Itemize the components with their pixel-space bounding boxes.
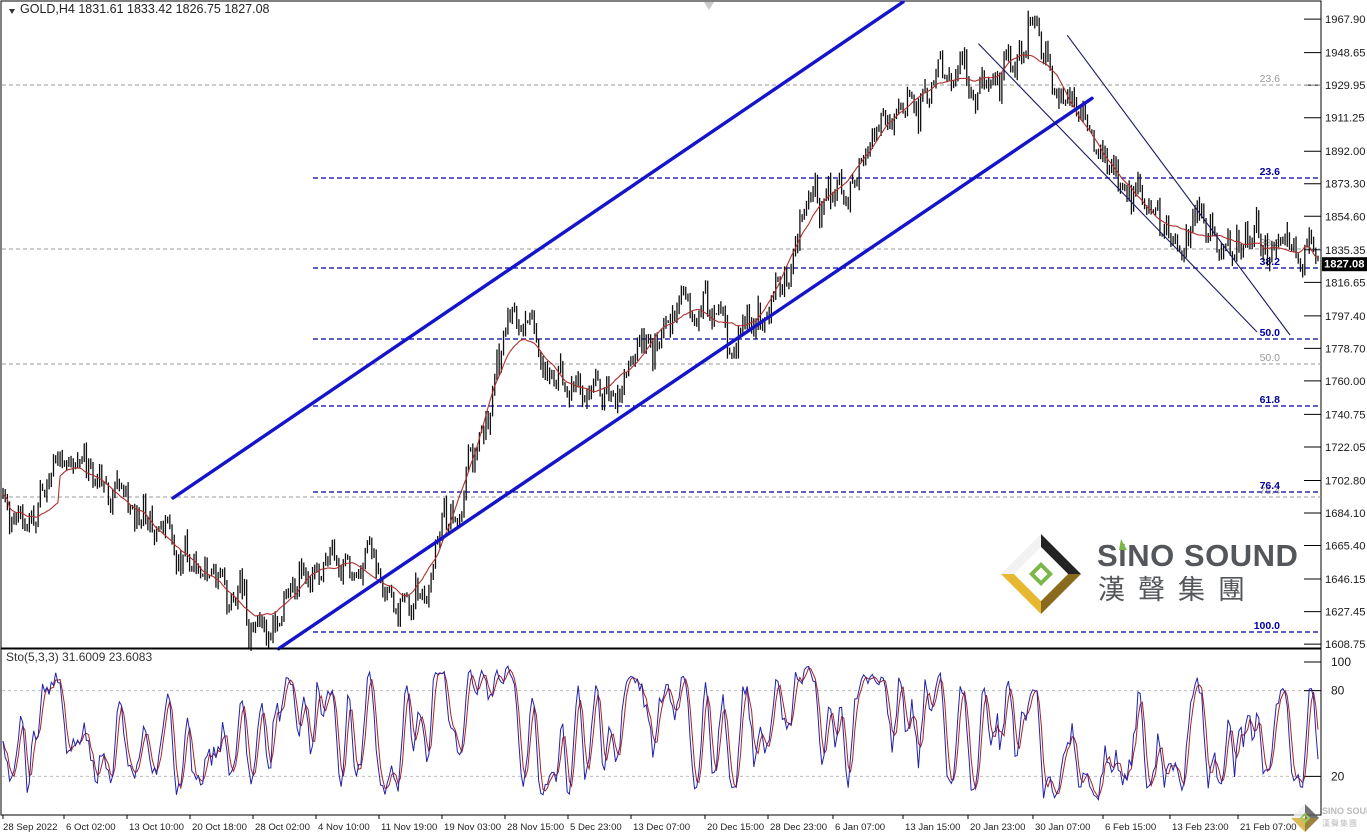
svg-text:80: 80: [1331, 684, 1345, 698]
svg-text:SINO SOUND: SINO SOUND: [1322, 806, 1367, 816]
svg-text:13 Oct 10:00: 13 Oct 10:00: [129, 822, 184, 833]
svg-text:1702.80: 1702.80: [1325, 475, 1365, 487]
svg-text:61.8: 61.8: [1260, 394, 1281, 406]
svg-text:1854.60: 1854.60: [1325, 211, 1365, 223]
svg-text:1835.35: 1835.35: [1325, 245, 1365, 257]
svg-text:13 Dec 07:00: 13 Dec 07:00: [633, 822, 690, 833]
svg-text:23.6: 23.6: [1260, 73, 1281, 85]
svg-text:20 Jan 23:00: 20 Jan 23:00: [970, 822, 1025, 833]
svg-text:30 Jan 07:00: 30 Jan 07:00: [1035, 822, 1090, 833]
svg-text:1646.15: 1646.15: [1325, 574, 1365, 586]
svg-text:1911.25: 1911.25: [1325, 113, 1365, 125]
svg-text:50.0: 50.0: [1260, 352, 1281, 364]
svg-text:6 Feb 15:00: 6 Feb 15:00: [1105, 822, 1156, 833]
svg-text:1665.40: 1665.40: [1325, 541, 1365, 553]
svg-text:5 Dec 23:00: 5 Dec 23:00: [570, 822, 622, 833]
svg-text:4 Nov 10:00: 4 Nov 10:00: [318, 822, 370, 833]
svg-text:1892.00: 1892.00: [1325, 146, 1365, 158]
svg-text:1948.65: 1948.65: [1325, 48, 1365, 60]
svg-text:76.4: 76.4: [1260, 480, 1281, 492]
svg-text:28 Sep 2022: 28 Sep 2022: [3, 822, 57, 833]
svg-text:SiNO SOUND: SiNO SOUND: [1097, 538, 1298, 573]
svg-text:1740.75: 1740.75: [1325, 409, 1365, 421]
svg-text:13 Jan 15:00: 13 Jan 15:00: [905, 822, 960, 833]
svg-text:21 Feb 07:00: 21 Feb 07:00: [1240, 822, 1297, 833]
svg-text:漢聲集團: 漢聲集團: [1322, 818, 1358, 828]
svg-text:GOLD,H4 1831.61 1833.42 1826.: GOLD,H4 1831.61 1833.42 1826.75 1827.08: [20, 2, 270, 16]
svg-text:13 Feb 23:00: 13 Feb 23:00: [1172, 822, 1229, 833]
svg-text:20 Oct 18:00: 20 Oct 18:00: [192, 822, 247, 833]
svg-text:28 Dec 23:00: 28 Dec 23:00: [770, 822, 827, 833]
svg-text:1967.90: 1967.90: [1325, 14, 1365, 26]
svg-text:23.6: 23.6: [1260, 166, 1281, 178]
svg-text:1873.30: 1873.30: [1325, 179, 1365, 191]
svg-text:100.0: 100.0: [1254, 620, 1280, 632]
svg-text:1627.45: 1627.45: [1325, 607, 1365, 619]
svg-text:6 Jan 07:00: 6 Jan 07:00: [835, 822, 885, 833]
svg-text:1778.70: 1778.70: [1325, 343, 1365, 355]
svg-text:6 Oct 02:00: 6 Oct 02:00: [66, 822, 116, 833]
svg-text:1797.40: 1797.40: [1325, 311, 1365, 323]
svg-text:20 Dec 15:00: 20 Dec 15:00: [707, 822, 764, 833]
svg-text:1760.00: 1760.00: [1325, 376, 1365, 388]
svg-text:20: 20: [1331, 769, 1345, 783]
svg-text:100: 100: [1331, 655, 1351, 669]
svg-text:19 Nov 03:00: 19 Nov 03:00: [444, 822, 501, 833]
svg-text:11 Nov 19:00: 11 Nov 19:00: [381, 822, 437, 833]
svg-text:Sto(5,3,3) 31.6009 23.6083: Sto(5,3,3) 31.6009 23.6083: [6, 650, 152, 664]
svg-text:28 Nov 15:00: 28 Nov 15:00: [507, 822, 564, 833]
svg-text:1827.08: 1827.08: [1324, 258, 1364, 270]
svg-text:1684.10: 1684.10: [1325, 508, 1365, 520]
svg-text:50.0: 50.0: [1260, 327, 1281, 339]
svg-text:28 Oct 02:00: 28 Oct 02:00: [255, 822, 310, 833]
svg-text:1816.65: 1816.65: [1325, 277, 1365, 289]
svg-text:1929.95: 1929.95: [1325, 80, 1365, 92]
svg-text:1722.05: 1722.05: [1325, 442, 1365, 454]
svg-text:漢聲集團: 漢聲集團: [1098, 575, 1258, 605]
svg-text:1608.75: 1608.75: [1325, 639, 1365, 651]
